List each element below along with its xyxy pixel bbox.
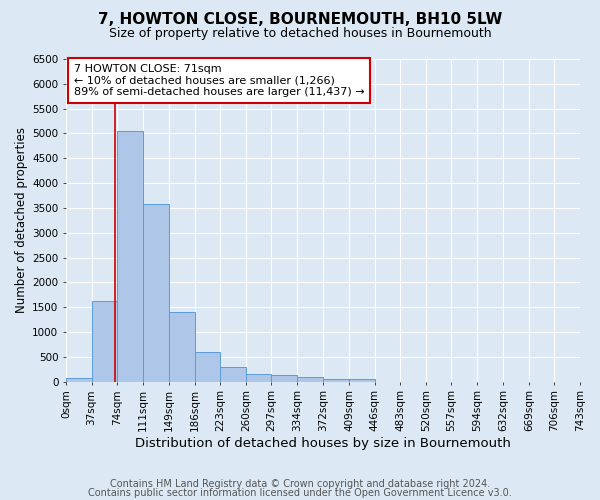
Bar <box>66 378 92 382</box>
Bar <box>220 367 246 382</box>
X-axis label: Distribution of detached houses by size in Bournemouth: Distribution of detached houses by size … <box>135 437 511 450</box>
Bar <box>297 377 323 382</box>
Bar <box>246 374 271 382</box>
Y-axis label: Number of detached properties: Number of detached properties <box>15 128 28 314</box>
Bar <box>143 204 169 382</box>
Text: 7 HOWTON CLOSE: 71sqm
← 10% of detached houses are smaller (1,266)
89% of semi-d: 7 HOWTON CLOSE: 71sqm ← 10% of detached … <box>74 64 364 97</box>
Bar <box>117 131 143 382</box>
Bar <box>323 379 349 382</box>
Bar <box>92 301 117 382</box>
Text: 7, HOWTON CLOSE, BOURNEMOUTH, BH10 5LW: 7, HOWTON CLOSE, BOURNEMOUTH, BH10 5LW <box>98 12 502 28</box>
Text: Contains HM Land Registry data © Crown copyright and database right 2024.: Contains HM Land Registry data © Crown c… <box>110 479 490 489</box>
Text: Size of property relative to detached houses in Bournemouth: Size of property relative to detached ho… <box>109 28 491 40</box>
Bar <box>349 379 374 382</box>
Text: Contains public sector information licensed under the Open Government Licence v3: Contains public sector information licen… <box>88 488 512 498</box>
Bar <box>195 352 220 382</box>
Bar <box>271 375 297 382</box>
Bar <box>169 312 195 382</box>
